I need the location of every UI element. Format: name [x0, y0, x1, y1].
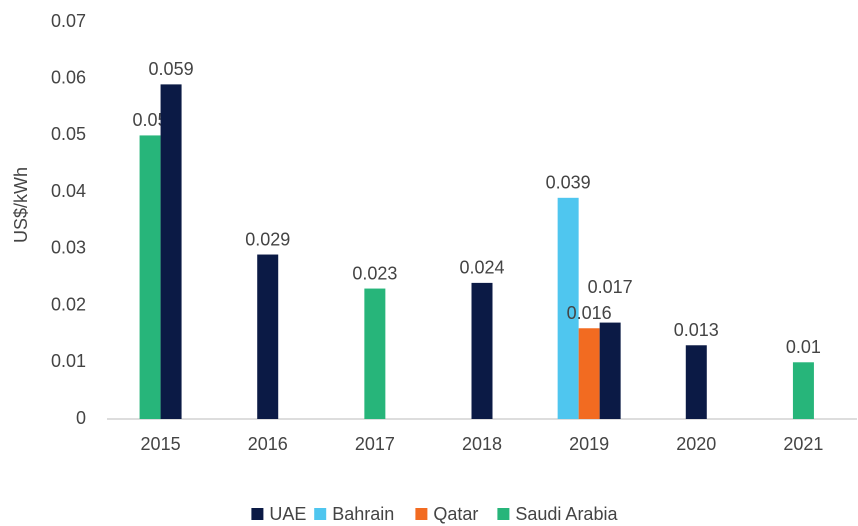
legend-label: Qatar: [433, 504, 478, 524]
legend-swatch: [251, 508, 264, 520]
y-tick-label: 0.05: [51, 124, 86, 144]
y-tick-label: 0.04: [51, 181, 86, 201]
x-tick-label: 2019: [569, 434, 609, 454]
data-label: 0.05: [133, 110, 168, 130]
bar: [139, 135, 161, 419]
bar: [578, 328, 600, 419]
x-tick-label: 2018: [462, 434, 502, 454]
bar: [160, 84, 182, 419]
legend-swatch: [415, 508, 428, 520]
y-tick-label: 0: [76, 408, 86, 428]
x-tick-label: 2020: [676, 434, 716, 454]
y-axis-title: US$/kWh: [11, 167, 31, 243]
data-label: 0.023: [352, 263, 397, 283]
data-label: 0.039: [546, 173, 591, 193]
bar: [364, 288, 386, 419]
bar: [557, 197, 579, 419]
legend-swatch: [314, 508, 327, 520]
data-label: 0.029: [245, 229, 290, 249]
bar: [257, 254, 279, 419]
legend-label: UAE: [269, 504, 306, 524]
x-tick-label: 2017: [355, 434, 395, 454]
data-label: 0.024: [459, 258, 504, 278]
legend-swatch: [497, 508, 510, 520]
y-tick-label: 0.06: [51, 67, 86, 87]
data-label: 0.059: [149, 59, 194, 79]
y-tick-label: 0.03: [51, 238, 86, 258]
data-label: 0.016: [567, 303, 612, 323]
x-tick-label: 2021: [783, 434, 823, 454]
y-tick-label: 0.01: [51, 351, 86, 371]
x-tick-label: 2016: [248, 434, 288, 454]
x-tick-label: 2015: [141, 434, 181, 454]
data-label: 0.017: [588, 277, 633, 297]
bar: [471, 282, 493, 419]
legend-label: Saudi Arabia: [515, 504, 618, 524]
legend-label: Bahrain: [332, 504, 394, 524]
y-tick-label: 0.07: [51, 11, 86, 31]
y-tick-label: 0.02: [51, 294, 86, 314]
bar: [599, 322, 621, 419]
data-label: 0.01: [786, 337, 821, 357]
data-label: 0.013: [674, 320, 719, 340]
bar: [685, 345, 707, 419]
bar: [792, 362, 814, 419]
